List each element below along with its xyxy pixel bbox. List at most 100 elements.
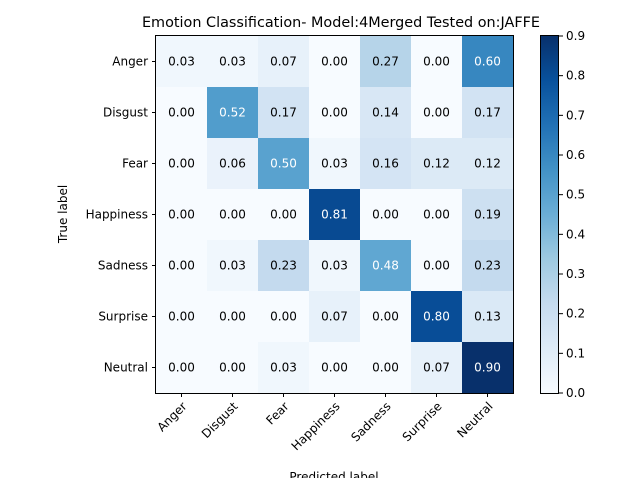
cell-value-label: 0.03 — [270, 361, 297, 375]
colorbar-tick-label: 0.4 — [566, 227, 585, 241]
cell-value-label: 0.00 — [270, 310, 297, 324]
colorbar-tick-label: 0.1 — [566, 346, 585, 360]
heatmap-cell — [411, 36, 463, 88]
colorbar-tick-label: 0.9 — [566, 29, 585, 43]
heatmap-cell — [156, 87, 208, 139]
heatmap-cell — [360, 291, 412, 343]
cell-value-label: 0.00 — [372, 361, 399, 375]
cell-value-label: 0.00 — [372, 310, 399, 324]
heatmap-cell — [360, 36, 412, 88]
x-tick-label: Anger — [154, 399, 189, 434]
heatmap-cell — [258, 36, 310, 88]
heatmap-cell — [207, 138, 259, 190]
cell-value-label: 0.03 — [321, 157, 348, 171]
colorbar-tick-label: 0.6 — [566, 148, 585, 162]
heatmap-cell — [207, 240, 259, 292]
heatmap-cell — [258, 138, 310, 190]
cell-value-label: 0.00 — [168, 259, 195, 273]
heatmap-cell — [156, 189, 208, 241]
heatmap-cell — [207, 36, 259, 88]
heatmap-cell — [411, 138, 463, 190]
cell-value-label: 0.00 — [168, 157, 195, 171]
cell-value-label: 0.27 — [372, 55, 399, 69]
heatmap-cell — [258, 342, 310, 394]
cell-value-label: 0.00 — [423, 208, 450, 222]
cell-value-label: 0.14 — [372, 106, 399, 120]
x-tick-label: Neutral — [454, 399, 495, 440]
heatmap-cell — [411, 87, 463, 139]
y-axis-ticks: Anger Disgust Fear Happiness Sadness Surprise… — [86, 55, 156, 375]
y-tick-label: Sadness — [98, 259, 148, 273]
cell-value-label: 0.19 — [474, 208, 501, 222]
y-tick-label: Fear — [122, 157, 148, 171]
cell-value-label: 0.52 — [219, 106, 246, 120]
heatmap-cell — [207, 87, 259, 139]
x-tick-label: Fear — [263, 399, 291, 427]
cell-value-label: 0.60 — [474, 55, 501, 69]
heatmap-cell — [156, 291, 208, 343]
y-tick-label: Neutral — [104, 361, 148, 375]
heatmap-cell — [258, 291, 310, 343]
heatmap-cell — [207, 189, 259, 241]
y-tick-label: Happiness — [86, 208, 148, 222]
cell-value-label: 0.00 — [321, 106, 348, 120]
cell-value-label: 0.06 — [219, 157, 246, 171]
cell-value-label: 0.90 — [474, 361, 501, 375]
colorbar-tick-label: 0.5 — [566, 188, 585, 202]
colorbar — [540, 35, 559, 394]
colorbar-tick-label: 0.2 — [566, 307, 585, 321]
cell-value-label: 0.00 — [372, 208, 399, 222]
heatmap-cell — [156, 240, 208, 292]
chart-title: Emotion Classification- Model:4Merged Te… — [142, 15, 540, 31]
heatmap-cell — [360, 342, 412, 394]
heatmap-cell — [309, 189, 361, 241]
cell-value-label: 0.00 — [270, 208, 297, 222]
cell-value-label: 0.12 — [423, 157, 450, 171]
heatmap-cell — [411, 240, 463, 292]
cell-value-label: 0.07 — [423, 361, 450, 375]
heatmap-cell — [207, 291, 259, 343]
cell-value-label: 0.00 — [219, 310, 246, 324]
cell-value-label: 0.00 — [219, 361, 246, 375]
x-tick-label: Surprise — [400, 399, 445, 444]
heatmap-cell — [309, 87, 361, 139]
y-tick-label: Disgust — [103, 106, 148, 120]
cell-value-label: 0.03 — [219, 259, 246, 273]
heatmap-cell — [411, 189, 463, 241]
cell-value-label: 0.00 — [423, 55, 450, 69]
heatmap-cell — [360, 240, 412, 292]
heatmap-cell — [156, 36, 208, 88]
cell-value-label: 0.81 — [321, 208, 348, 222]
heatmap-cell — [207, 342, 259, 394]
cell-value-label: 0.13 — [474, 310, 501, 324]
colorbar-tick-label: 0.0 — [566, 386, 585, 400]
cell-value-label: 0.00 — [168, 361, 195, 375]
cell-value-label: 0.03 — [219, 55, 246, 69]
heatmap-cell — [462, 87, 514, 139]
heatmap-cell — [462, 189, 514, 241]
cell-value-label: 0.17 — [474, 106, 501, 120]
cell-value-label: 0.00 — [321, 361, 348, 375]
x-tick-label: Disgust — [199, 399, 241, 441]
heatmap-cell — [309, 36, 361, 88]
cell-value-label: 0.00 — [168, 208, 195, 222]
heatmap-cell — [309, 342, 361, 394]
x-axis-label: Predicted label — [289, 470, 378, 478]
heatmap-cell-labels: 0.03 0.03 0.07 0.00 0.27 0.00 0.60 0.00 0.52 0.17… — [168, 55, 501, 375]
colorbar-tick-label: 0.3 — [566, 267, 585, 281]
x-tick-label: Happiness — [289, 399, 343, 453]
heatmap-cell — [462, 342, 514, 394]
heatmap-cell — [309, 291, 361, 343]
heatmap-cell — [309, 240, 361, 292]
cell-value-label: 0.00 — [168, 106, 195, 120]
cell-value-label: 0.00 — [168, 310, 195, 324]
heatmap-cell — [462, 291, 514, 343]
x-tick-label: Sadness — [348, 399, 393, 444]
cell-value-label: 0.16 — [372, 157, 399, 171]
cell-value-label: 0.80 — [423, 310, 450, 324]
heatmap-cell — [360, 138, 412, 190]
heatmap-cell — [462, 36, 514, 88]
heatmap-cell — [411, 291, 463, 343]
